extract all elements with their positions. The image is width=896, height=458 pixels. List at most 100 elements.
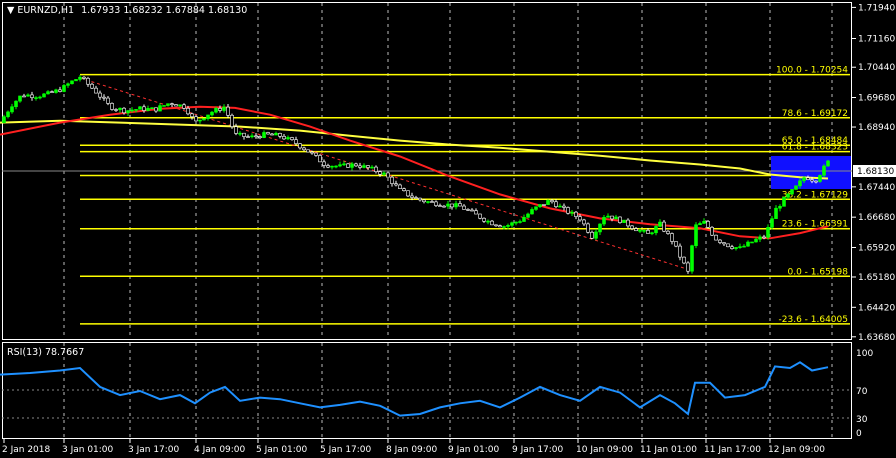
candle-body [826,160,830,167]
candle-body [362,165,366,168]
candle-body [118,107,122,110]
candle-body [338,164,342,167]
candle-body [370,166,374,169]
candle-body [746,241,750,247]
candle-body [258,136,262,138]
candle-body [578,216,582,221]
candle-body [242,132,246,137]
candle-body [714,234,718,241]
candle-body [634,228,638,232]
candle-body [122,107,126,114]
candle-body [26,94,30,97]
price-tick-label: 1.67440 [858,183,895,193]
candle-body [158,105,162,112]
candle-body [322,161,326,166]
candle-body [14,100,18,108]
candle-body [74,79,78,82]
candle-body [342,163,346,166]
candle-body [62,85,66,92]
candle-body [514,221,518,224]
candle-body [154,107,158,112]
candle-body [238,132,242,135]
candle-body [246,136,250,138]
candle-body [86,78,90,85]
candle-body [162,105,166,107]
candle-body [646,230,650,234]
candle-body [642,230,646,232]
candle-body [94,87,98,94]
candle-body [82,76,86,79]
candle-body [42,93,46,98]
candle-body [710,226,714,236]
candle-body [658,221,662,227]
candle-body [618,216,622,223]
candle-body [314,152,318,156]
candle-body [766,227,770,238]
candle-body [734,247,738,249]
time-tick-label: 9 Jan 01:00 [448,445,500,455]
candle-body [166,103,170,106]
candle-body [178,104,182,107]
candle-body [22,95,26,98]
candle-body [114,109,118,111]
candle-body [30,94,34,98]
candle-body [686,262,690,272]
candle-body [226,106,230,116]
candle-body [678,245,682,258]
candle-body [526,213,530,218]
candle-body [462,205,466,210]
candle-body [454,203,458,208]
candle-body [190,113,194,118]
candle-body [738,246,742,248]
price-tick-label: 1.65920 [858,243,895,253]
candle-body [750,241,754,244]
candle-body [754,238,758,243]
moving-average-yellow [0,119,829,180]
candle-body [554,201,558,208]
candle-body [662,221,666,232]
candle-body [130,109,134,112]
candle-body [214,108,218,113]
candle-body [138,106,142,110]
moving-average-red [0,105,829,240]
fib-level-label: 100.0 - 1.70254 [776,66,848,76]
candle-body [794,185,798,190]
time-tick-label: 12 Jan 09:00 [768,445,825,455]
candle-body [682,256,686,264]
candle-body [562,205,566,208]
candle-body [818,175,822,182]
candle-body [638,230,642,232]
candle-body [610,215,614,220]
candle-body [798,180,802,187]
candle-body [482,217,486,222]
candle-body [690,245,694,272]
candle-body [406,190,410,197]
candle-body [134,109,138,111]
candle-body [98,92,102,98]
candle-body [78,76,82,80]
candle-body [170,103,174,105]
current-price-label: 1.68130 [857,167,894,177]
candle-body [542,204,546,206]
symbol-label: ▼ EURNZD,H1 1.67933 1.68232 1.67884 1.68… [7,5,247,16]
price-tick-label: 1.70440 [858,63,895,73]
candle-body [58,89,62,92]
price-tick-label: 1.66680 [858,213,895,223]
candle-body [546,200,550,205]
candle-body [498,225,502,228]
time-tick-label: 10 Jan 09:00 [576,445,633,455]
candle-body [594,231,598,239]
current-price-label-box [853,165,896,177]
rsi-line [0,361,829,417]
candle-body [66,83,70,86]
candle-body [442,205,446,208]
candle-body [6,111,10,118]
candle-body [566,207,570,214]
candle-body [70,80,74,85]
candle-body [494,224,498,227]
fib-level-label: -23.6 - 1.64005 [779,315,848,325]
candle-body [210,111,214,116]
candle-body [606,215,610,218]
candle-body [290,137,294,140]
